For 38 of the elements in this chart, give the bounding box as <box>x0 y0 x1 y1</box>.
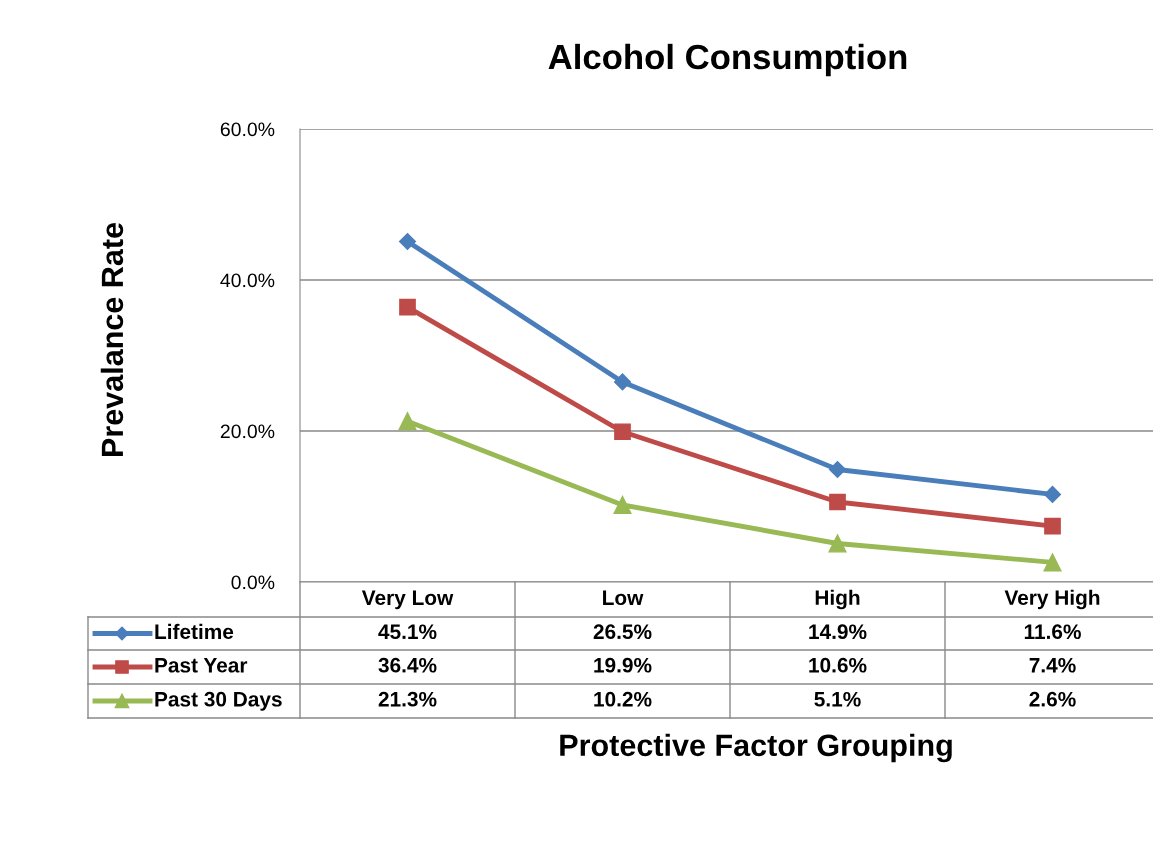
data-label: 7.4% <box>1029 657 1076 673</box>
data-label: 2.6% <box>1029 691 1076 707</box>
point <box>398 412 417 431</box>
point <box>613 495 632 515</box>
point <box>829 493 846 511</box>
data-label: 10.6% <box>809 657 867 673</box>
x-tick-label: Very Low <box>361 590 454 610</box>
legend-label: Past 30 Days <box>155 691 282 711</box>
y-tick-label: 60.0% <box>220 122 275 137</box>
x-tick-label: Low <box>603 590 644 606</box>
data-label: 26.5% <box>593 624 652 640</box>
point <box>828 534 847 553</box>
chart-title: Alcohol Consumption <box>548 43 907 77</box>
data-label: 45.1% <box>378 624 437 640</box>
data-label: 19.9% <box>594 657 652 673</box>
y-tick-label: 40.0% <box>220 273 275 288</box>
point <box>398 232 417 251</box>
legend-label: Past Year <box>155 658 248 673</box>
y-tick-label: 20.0% <box>220 424 275 439</box>
point <box>614 423 631 441</box>
data-label: 36.4% <box>378 657 437 673</box>
x-tick-label: High <box>815 589 860 610</box>
point <box>828 460 847 479</box>
x-tick-label: Very High <box>1004 589 1100 610</box>
data-label: 10.2% <box>594 691 652 707</box>
point <box>1043 553 1062 572</box>
point <box>613 373 632 391</box>
point <box>1043 485 1062 503</box>
data-label: 5.1% <box>814 691 861 707</box>
data-label: 14.9% <box>809 624 867 640</box>
x-axis-title: Protective Factor Grouping <box>560 733 952 763</box>
y-axis-title: Prevalance Rate <box>100 222 124 456</box>
data-label: 11.6% <box>1024 624 1081 640</box>
y-tick-label: 0.0% <box>231 575 275 590</box>
point <box>399 298 416 316</box>
legend-label: Lifetime <box>155 623 234 640</box>
point <box>1044 517 1061 535</box>
data-label: 21.3% <box>378 691 437 707</box>
